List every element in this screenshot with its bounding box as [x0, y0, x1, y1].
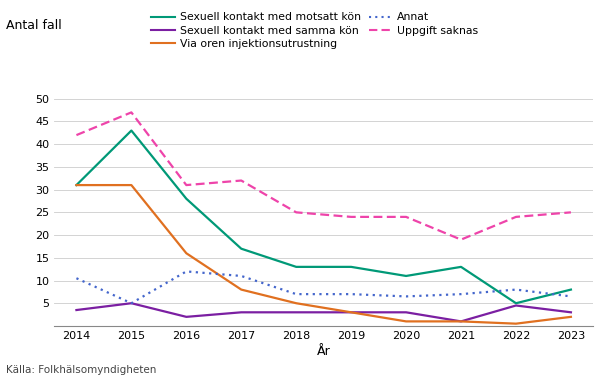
Text: Källa: Folkhälsomyndigheten: Källa: Folkhälsomyndigheten [6, 365, 157, 375]
Legend: Sexuell kontakt med motsatt kön, Sexuell kontakt med samma kön, Via oren injekti: Sexuell kontakt med motsatt kön, Sexuell… [151, 13, 479, 49]
X-axis label: År: År [317, 345, 330, 358]
Text: Antal fall: Antal fall [6, 19, 62, 32]
